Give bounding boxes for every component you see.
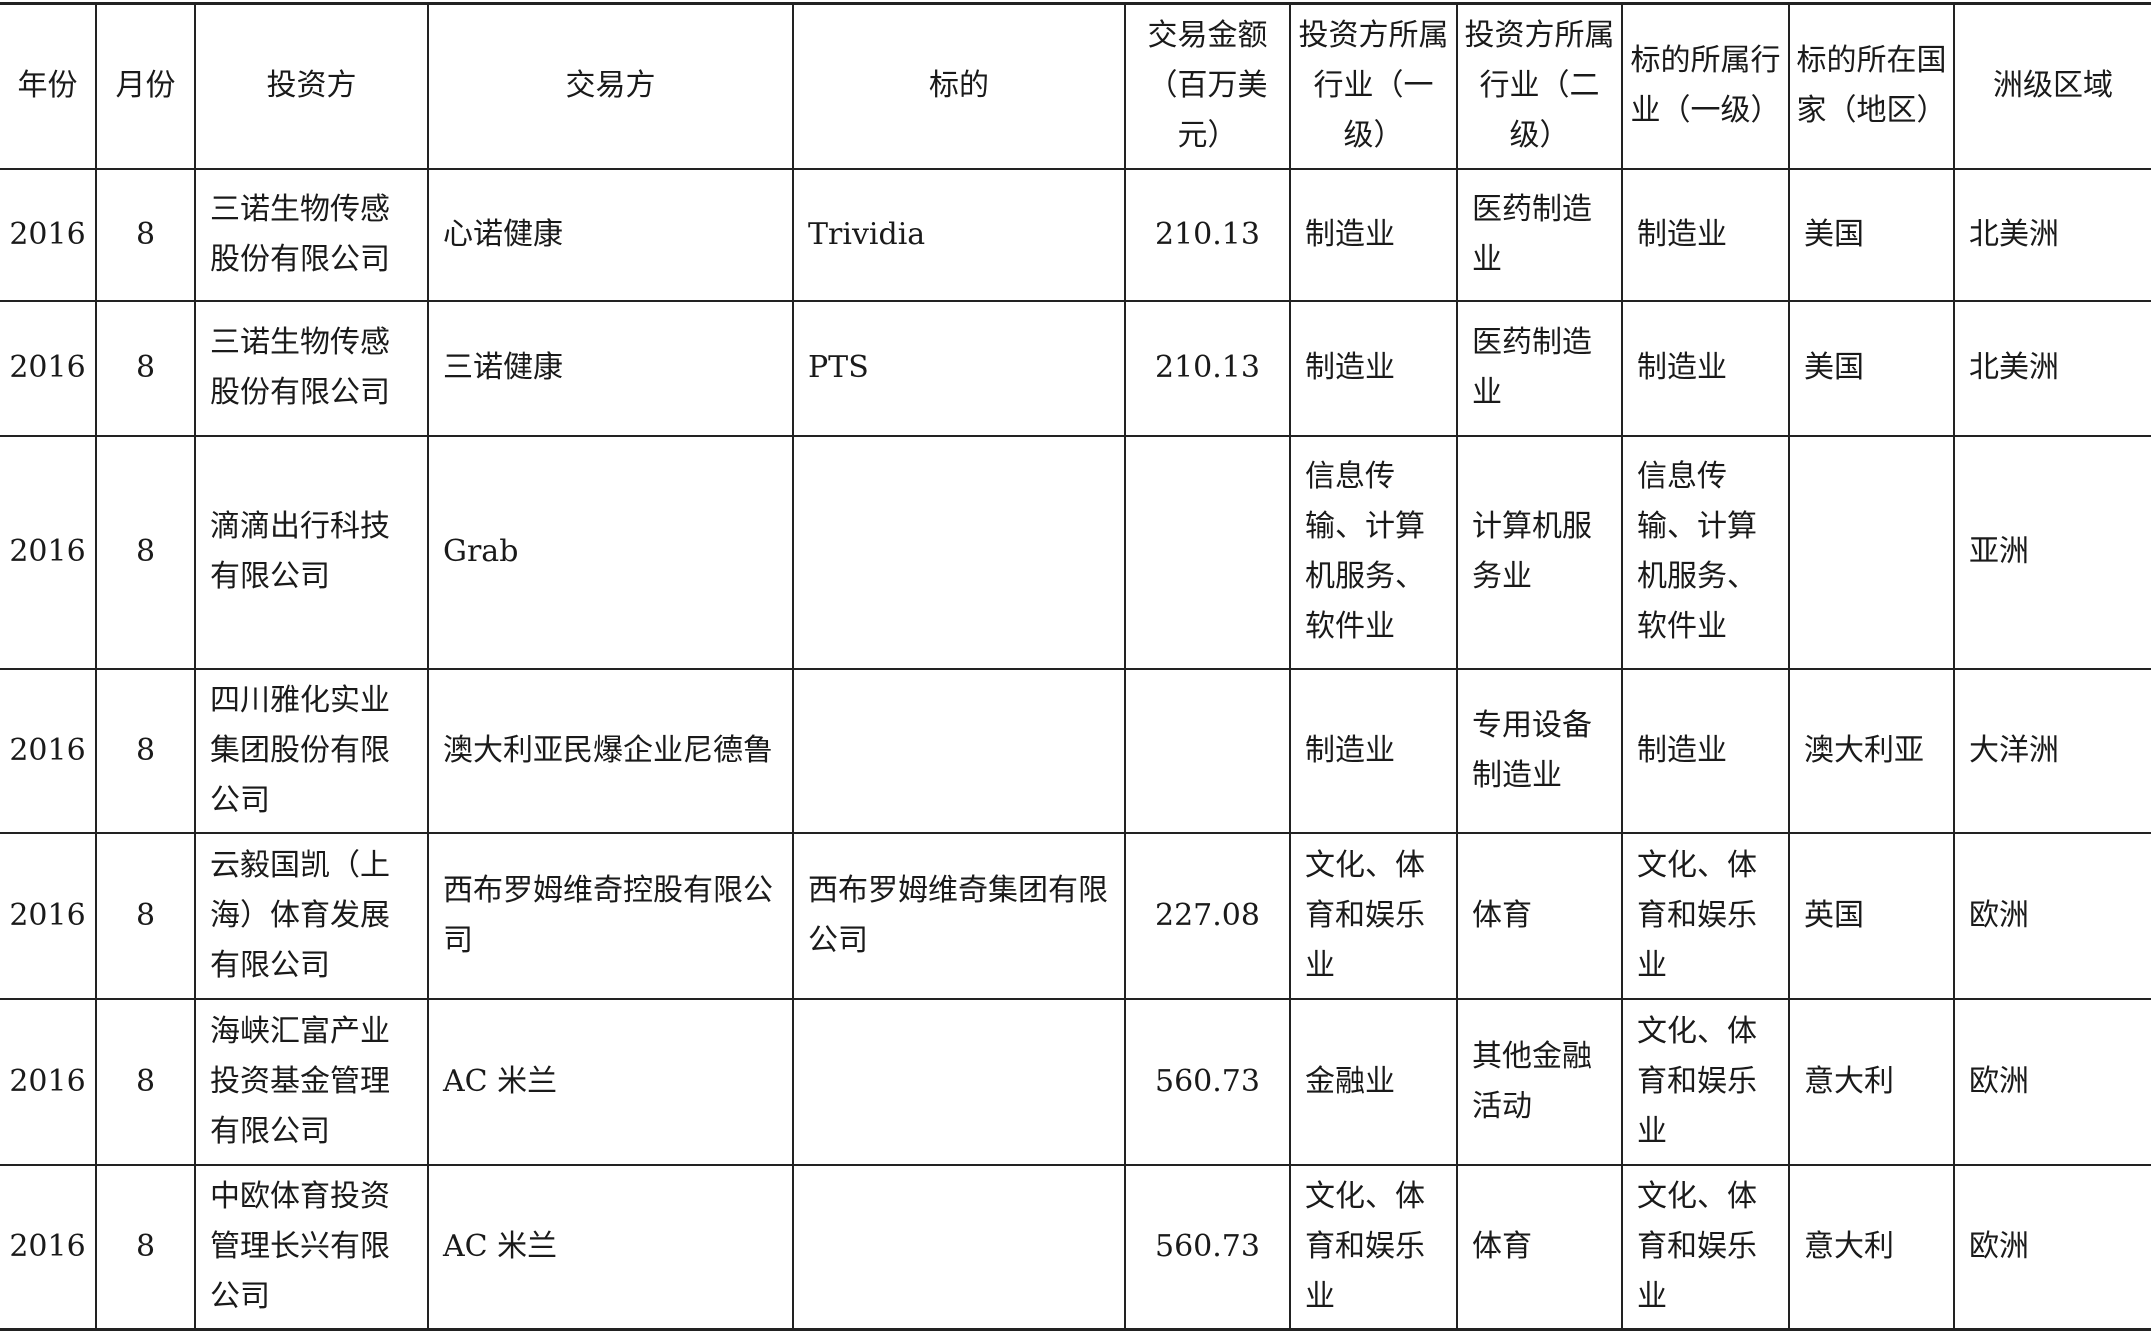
- table-cell: 大洋洲: [1953, 667, 2151, 834]
- table-cell: 其他金融活动: [1456, 997, 1623, 1166]
- table-row: 2016 8 三诺生物传感股份有限公司 心诺健康 Trividia 210.13 制造业 医药…: [0, 167, 2151, 302]
- column-header: 交易方: [427, 2, 794, 170]
- table-cell: 210.13: [1124, 167, 1291, 302]
- table-cell: AC 米兰: [427, 997, 794, 1166]
- table-cell: 2016: [0, 434, 97, 670]
- table-cell: Grab: [427, 434, 794, 670]
- table-cell: 三诺健康: [427, 299, 794, 437]
- table-cell: 2016: [0, 167, 97, 302]
- table-cell: [792, 997, 1126, 1166]
- table-row: 2016 8 云毅国凯（上海）体育发展有限公司 西布罗姆维奇控股有限公司 西布罗姆维奇集…: [0, 831, 2151, 1000]
- table-cell: 欧洲: [1953, 997, 2151, 1166]
- table-cell: 美国: [1788, 299, 1955, 437]
- table-cell: 澳大利亚: [1788, 667, 1955, 834]
- column-header: 投资方所属行业（二级）: [1456, 2, 1623, 170]
- table-cell: 意大利: [1788, 997, 1955, 1166]
- table-cell: 8: [95, 831, 196, 1000]
- table-cell: [792, 1163, 1126, 1331]
- column-header: 年份: [0, 2, 97, 170]
- table-row: 2016 8 四川雅化实业集团股份有限公司 澳大利亚民爆企业尼德鲁 制造业 专用设备制造业…: [0, 667, 2151, 834]
- table-cell: 海峡汇富产业投资基金管理有限公司: [194, 997, 429, 1166]
- table-cell: 文化、体育和娱乐业: [1289, 1163, 1458, 1331]
- table-cell: Trividia: [792, 167, 1126, 302]
- table-cell: 8: [95, 434, 196, 670]
- table-cell: 制造业: [1289, 299, 1458, 437]
- table-cell: 三诺生物传感股份有限公司: [194, 167, 429, 302]
- table-cell: 文化、体育和娱乐业: [1621, 831, 1790, 1000]
- column-header: 标的所属行业（一级）: [1621, 2, 1790, 170]
- table-cell: 文化、体育和娱乐业: [1621, 1163, 1790, 1331]
- table-cell: 亚洲: [1953, 434, 2151, 670]
- table-cell: 560.73: [1124, 1163, 1291, 1331]
- column-header: 投资方: [194, 2, 429, 170]
- table-cell: 云毅国凯（上海）体育发展有限公司: [194, 831, 429, 1000]
- table-cell: 三诺生物传感股份有限公司: [194, 299, 429, 437]
- table-cell: 北美洲: [1953, 299, 2151, 437]
- table-cell: 2016: [0, 831, 97, 1000]
- table-cell: [1124, 667, 1291, 834]
- table-cell: 560.73: [1124, 997, 1291, 1166]
- table-cell: 专用设备制造业: [1456, 667, 1623, 834]
- column-header: 洲级区域: [1953, 2, 2151, 170]
- table-cell: 2016: [0, 667, 97, 834]
- table-cell: 滴滴出行科技有限公司: [194, 434, 429, 670]
- table-cell: AC 米兰: [427, 1163, 794, 1331]
- table-cell: 信息传输、计算机服务、软件业: [1621, 434, 1790, 670]
- table-row: 2016 8 中欧体育投资管理长兴有限公司 AC 米兰 560.73 文化、体育和娱乐业体…: [0, 1163, 2151, 1331]
- column-header: 标的: [792, 2, 1126, 170]
- table-cell: 8: [95, 1163, 196, 1331]
- table-cell: [1124, 434, 1291, 670]
- table-cell: 医药制造业: [1456, 167, 1623, 302]
- table-cell: 西布罗姆维奇控股有限公司: [427, 831, 794, 1000]
- table-cell: 8: [95, 299, 196, 437]
- table-row: 2016 8 海峡汇富产业投资基金管理有限公司 AC 米兰 560.73 金融业 其他金融活…: [0, 997, 2151, 1166]
- table-cell: 心诺健康: [427, 167, 794, 302]
- column-header: 交易金额（百万美元）: [1124, 2, 1291, 170]
- table-cell: 制造业: [1621, 299, 1790, 437]
- table-cell: 北美洲: [1953, 167, 2151, 302]
- table-cell: 制造业: [1289, 667, 1458, 834]
- table-cell: 2016: [0, 997, 97, 1166]
- table-cell: 金融业: [1289, 997, 1458, 1166]
- table-row: 2016 8 滴滴出行科技有限公司 Grab 信息传输、计算机服务、软件业 计算机服务业信…: [0, 434, 2151, 670]
- table-cell: [1788, 434, 1955, 670]
- table-cell: [792, 434, 1126, 670]
- table-cell: 信息传输、计算机服务、软件业: [1289, 434, 1458, 670]
- table-cell: 8: [95, 667, 196, 834]
- table-cell: 欧洲: [1953, 831, 2151, 1000]
- table-cell: 计算机服务业: [1456, 434, 1623, 670]
- table-cell: 欧洲: [1953, 1163, 2151, 1331]
- table-cell: 制造业: [1289, 167, 1458, 302]
- table-cell: 体育: [1456, 1163, 1623, 1331]
- column-header: 月份: [95, 2, 196, 170]
- table-cell: 210.13: [1124, 299, 1291, 437]
- column-header: 标的所在国家（地区）: [1788, 2, 1955, 170]
- table-cell: 227.08: [1124, 831, 1291, 1000]
- table-cell: 澳大利亚民爆企业尼德鲁: [427, 667, 794, 834]
- table-cell: 8: [95, 997, 196, 1166]
- table-cell: 英国: [1788, 831, 1955, 1000]
- table-row: 2016 8 三诺生物传感股份有限公司 三诺健康 PTS 210.13 制造业 医药制造业 制造…: [0, 299, 2151, 437]
- table-cell: 美国: [1788, 167, 1955, 302]
- table-cell: 意大利: [1788, 1163, 1955, 1331]
- table-cell: 文化、体育和娱乐业: [1621, 997, 1790, 1166]
- table-cell: 制造业: [1621, 667, 1790, 834]
- table-cell: 2016: [0, 1163, 97, 1331]
- table-cell: 8: [95, 167, 196, 302]
- table-cell: [792, 667, 1126, 834]
- table-cell: 中欧体育投资管理长兴有限公司: [194, 1163, 429, 1331]
- column-header: 投资方所属行业（一级）: [1289, 2, 1458, 170]
- table-cell: 西布罗姆维奇集团有限公司: [792, 831, 1126, 1000]
- table-cell: PTS: [792, 299, 1126, 437]
- table-cell: 四川雅化实业集团股份有限公司: [194, 667, 429, 834]
- table-cell: 制造业: [1621, 167, 1790, 302]
- table-cell: 体育: [1456, 831, 1623, 1000]
- table-cell: 文化、体育和娱乐业: [1289, 831, 1458, 1000]
- table-cell: 2016: [0, 299, 97, 437]
- header-row: 年份 月份 投资方 交易方 标的 交易金额（百万美元） 投资方所属行业（一级） 投资方所属行业…: [0, 2, 2151, 170]
- table-cell: 医药制造业: [1456, 299, 1623, 437]
